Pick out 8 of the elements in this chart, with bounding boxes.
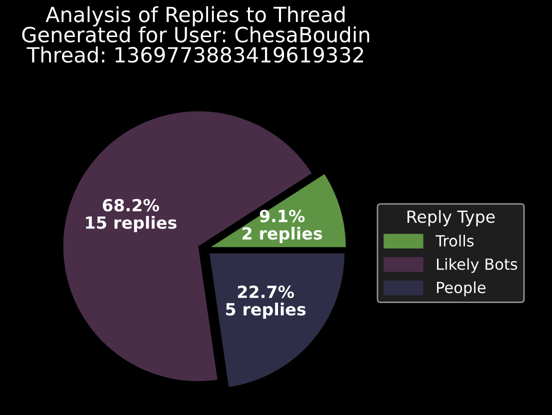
legend-label: Likely Bots bbox=[437, 258, 518, 273]
chart-title: Analysis of Replies to Thread Generated for User: ChesaBoudin Thread: 1369773883419619332 bbox=[22, 6, 370, 63]
legend-label: People bbox=[437, 281, 486, 296]
data-label: 9.1% 2 replies bbox=[242, 210, 322, 243]
legend-title: Reply Type bbox=[408, 210, 495, 226]
data-label: 22.7% 5 replies bbox=[226, 286, 306, 319]
legend-label: Trolls bbox=[435, 234, 474, 247]
data-label: 68.2% 15 replies bbox=[86, 198, 176, 232]
